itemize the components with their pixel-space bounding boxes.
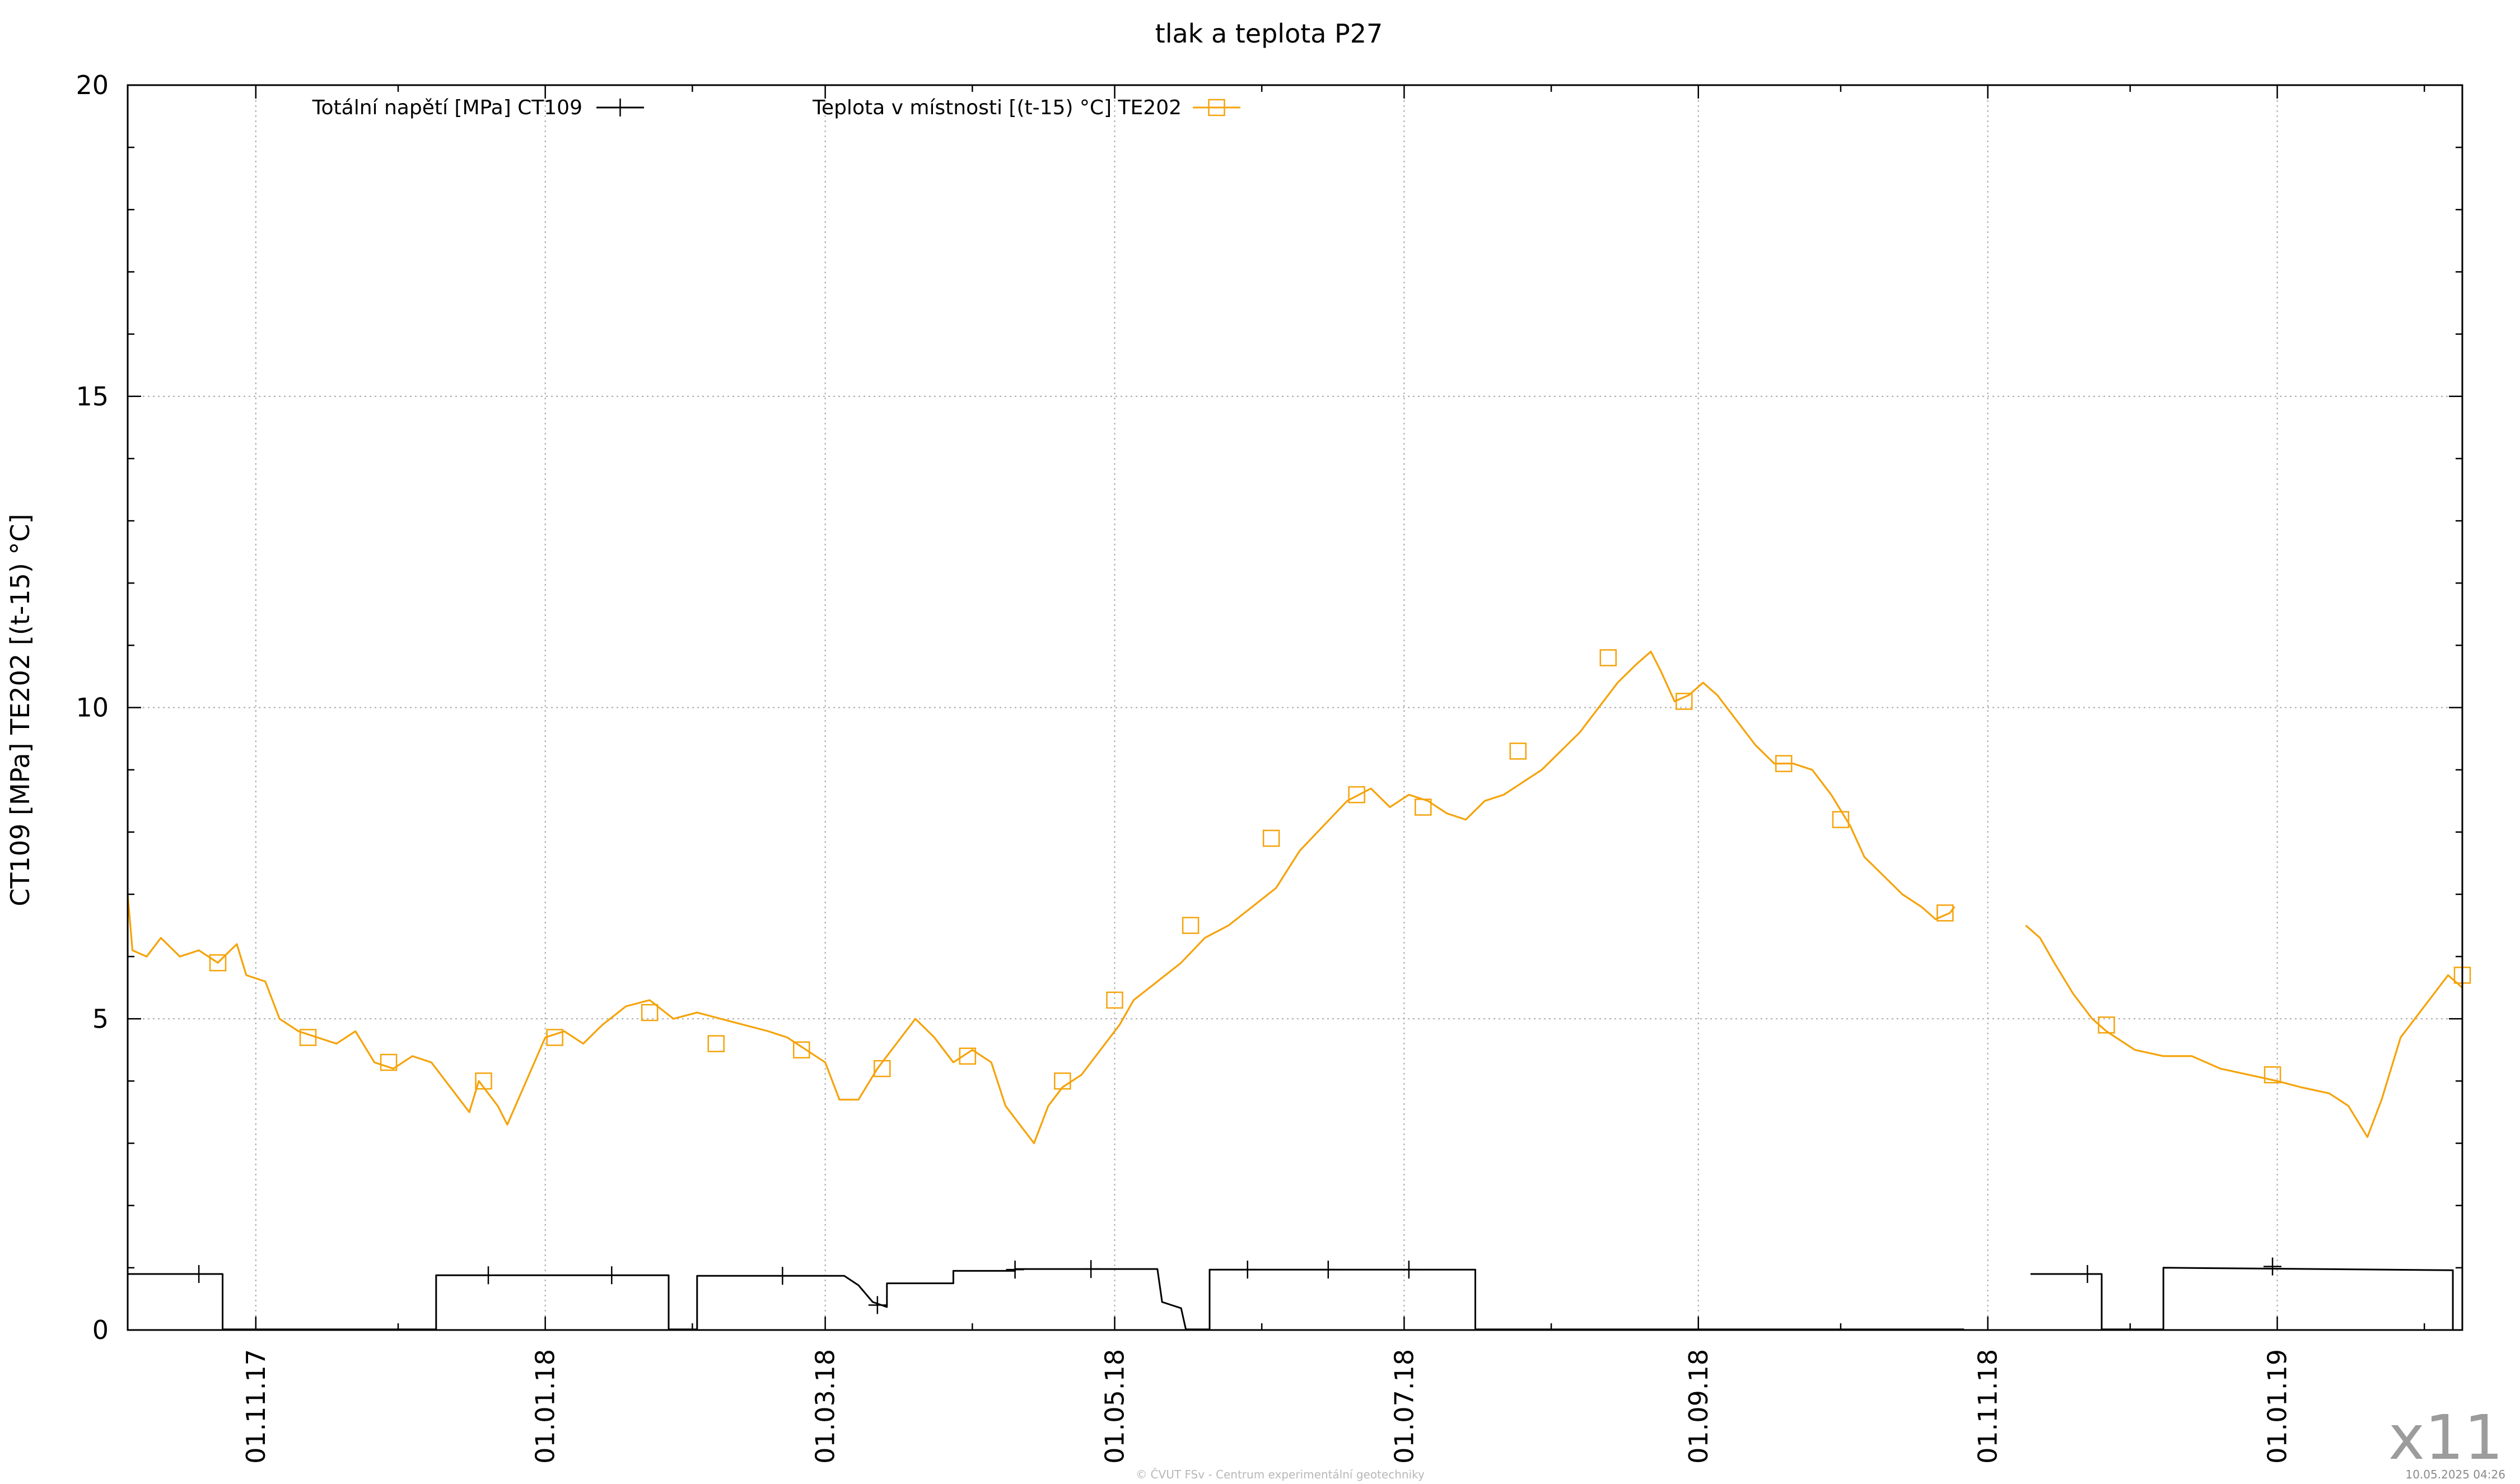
legend-marker: [1208, 99, 1225, 116]
footer-timestamp: 10.05.2025 04:26: [2405, 1468, 2505, 1481]
series-marker: [1238, 1261, 1257, 1279]
series-marker: [1319, 1261, 1337, 1279]
legend: Totální napětí [MPa] CT109 Teplota v míst…: [312, 96, 1240, 119]
x-tick-label: 01.11.17: [241, 1349, 271, 1464]
corner-mark: x11: [2388, 1402, 2503, 1473]
series-marker: [2098, 1016, 2115, 1034]
series-marker: [1106, 991, 1123, 1009]
series-layer: [127, 649, 2471, 1331]
series-marker: [190, 1264, 208, 1283]
series-marker: [1262, 829, 1280, 847]
legend-label: Teplota v místnosti [(t-15) °C] TE202: [812, 96, 1182, 119]
series-marker: [2264, 1066, 2281, 1084]
y-tick-label: 5: [92, 1004, 109, 1034]
footer-credit: © ČVUT FSv - Centrum experimentální geot…: [1136, 1468, 1425, 1481]
series-marker: [1775, 755, 1793, 772]
y-tick-label: 20: [76, 70, 109, 100]
x-tick-label: 01.11.18: [1973, 1349, 2003, 1464]
series-marker: [2264, 1257, 2282, 1276]
series-line: [2030, 1267, 2454, 1331]
series-marker: [868, 1296, 886, 1314]
series-marker: [707, 1035, 725, 1052]
y-axis-label: CT109 [MPa] TE202 [(t-15) °C]: [5, 514, 35, 907]
series-marker: [603, 1266, 621, 1285]
series-marker: [475, 1072, 492, 1090]
series-marker: [1348, 786, 1365, 804]
series-line: [128, 1268, 1964, 1331]
series-marker: [380, 1053, 398, 1071]
x-tick-label: 01.01.18: [530, 1349, 561, 1464]
y-tick-label: 0: [92, 1315, 109, 1345]
series-marker: [1006, 1261, 1024, 1279]
series-marker: [874, 1060, 891, 1077]
series-marker: [1599, 649, 1617, 666]
series-1: [128, 1257, 2454, 1331]
legend-label: Totální napětí [MPa] CT109: [312, 96, 582, 119]
x-tick-label: 01.05.18: [1100, 1349, 1130, 1464]
series-marker: [792, 1041, 810, 1059]
series-marker: [1054, 1072, 1071, 1090]
x-tick-label: 01.01.19: [2262, 1349, 2293, 1464]
grid-lines: [128, 85, 2462, 1330]
y-tick-label: 15: [76, 381, 109, 412]
series-marker: [1082, 1260, 1100, 1278]
series-marker: [1415, 799, 1432, 816]
x-tick-label: 01.09.18: [1683, 1349, 1714, 1464]
series-marker: [299, 1029, 317, 1046]
series-marker: [959, 1047, 977, 1065]
series-marker: [546, 1029, 563, 1046]
series-marker: [1936, 904, 1954, 922]
chart-title: tlak a teplota P27: [1155, 18, 1383, 49]
y-tick-label: 10: [76, 693, 109, 723]
x-tick-label: 01.03.18: [810, 1349, 841, 1464]
series-marker: [1182, 917, 1200, 934]
series-2: [127, 649, 2471, 1145]
series-line: [127, 650, 1956, 1145]
series-line: [2025, 925, 2463, 1138]
series-marker: [1832, 811, 1850, 828]
axis-ticks: 0 5 10 15 20 01.11.17 01.01.18 01.03.18 01.05.18…: [76, 70, 2462, 1464]
series-marker: [1399, 1261, 1418, 1279]
x-tick-label: 01.07.18: [1389, 1349, 1419, 1464]
series-marker: [479, 1266, 497, 1285]
series-marker: [2078, 1264, 2097, 1283]
series-marker: [1676, 693, 1693, 710]
legend-marker: [611, 99, 629, 116]
series-marker: [773, 1267, 792, 1285]
plot-frame: [127, 84, 2463, 1331]
series-marker: [641, 1004, 659, 1021]
series-marker: [209, 954, 227, 972]
series-marker: [1509, 743, 1527, 760]
